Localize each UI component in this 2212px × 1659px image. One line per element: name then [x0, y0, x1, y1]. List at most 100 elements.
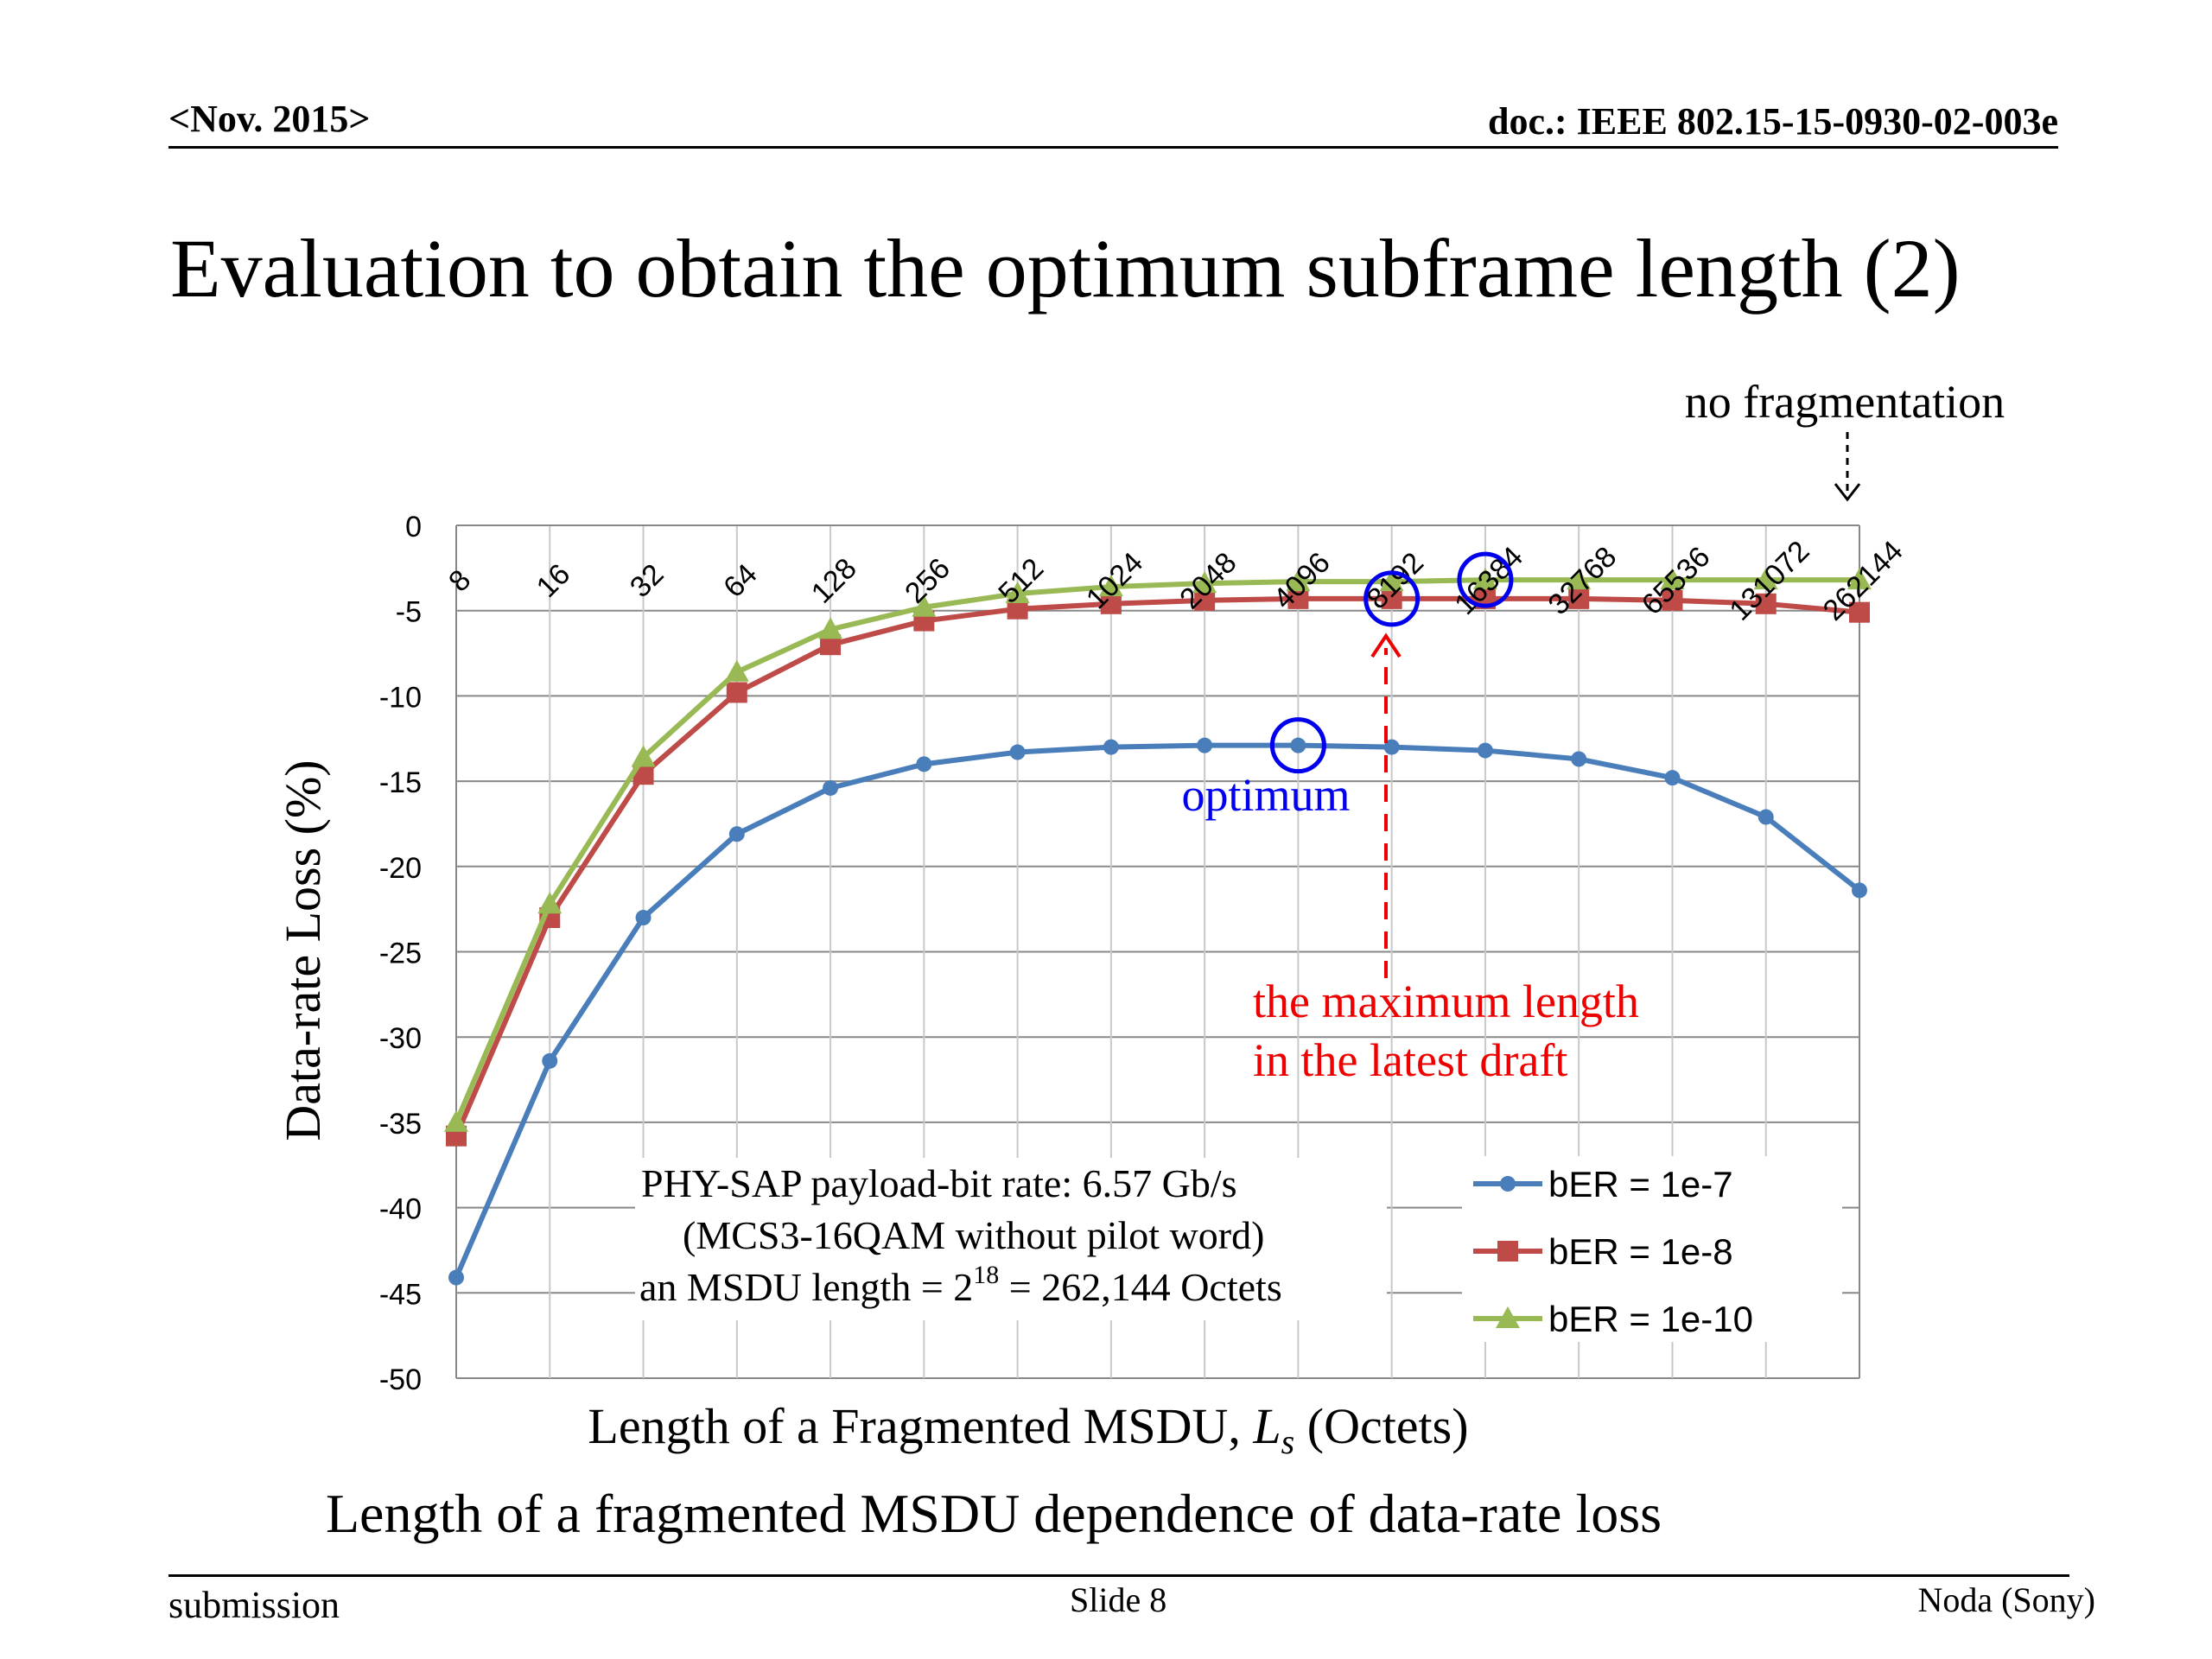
y-tick-label: -45 — [379, 1278, 422, 1311]
chart-series — [444, 568, 1872, 1286]
legend-swatch-marker — [1496, 1306, 1520, 1328]
data-point — [1664, 770, 1681, 786]
x-tick-label: 8 — [442, 563, 477, 598]
slide-title: Evaluation to obtain the optimum subfram… — [170, 222, 1961, 315]
legend-entry: bER = 1e-10 — [1473, 1299, 1753, 1339]
y-tick-label: 0 — [405, 511, 422, 543]
slide-caption: Length of a fragmented MSDU dependence o… — [325, 1483, 1662, 1544]
data-point — [1571, 751, 1587, 767]
y-tick-labels: 0 -5 -10 -15 -20 -25 -30 -35 -40 -45 -50 — [379, 511, 422, 1396]
x-tick-label: 16 — [531, 557, 577, 604]
data-point — [1379, 569, 1404, 592]
info-line-3-post: = 262,144 Octets — [999, 1265, 1281, 1309]
data-point — [1847, 568, 1872, 590]
x-tick-label: 512 — [992, 552, 1050, 610]
x-tick-label: 32 — [624, 557, 671, 604]
data-point — [1103, 739, 1119, 755]
y-axis-label: Data-rate Loss (%) — [275, 760, 331, 1141]
y-tick-label: -30 — [379, 1022, 422, 1055]
data-point — [818, 617, 843, 639]
y-tick-label: -35 — [379, 1108, 422, 1141]
data-point — [1472, 568, 1497, 590]
header-date: <Nov. 2015> — [168, 98, 371, 140]
highlight-circles — [1269, 551, 1514, 774]
data-point — [635, 910, 652, 926]
series-2 — [444, 568, 1872, 1132]
data-point — [1660, 568, 1685, 590]
y-tick-label: -10 — [379, 681, 422, 714]
x-tick-label: 256 — [899, 552, 957, 610]
data-point — [728, 826, 745, 842]
no-fragmentation-arrowhead — [1834, 483, 1861, 502]
data-point — [1568, 588, 1590, 609]
data-point — [1290, 737, 1306, 753]
data-point — [1753, 568, 1778, 590]
data-point — [1758, 809, 1774, 825]
data-point — [1005, 581, 1030, 603]
info-line-3-pre: an MSDU length = 2 — [639, 1265, 973, 1309]
data-point — [1192, 571, 1217, 594]
y-tick-label: -25 — [379, 938, 422, 970]
footer-submission: submission — [168, 1584, 340, 1626]
data-point — [1849, 601, 1870, 623]
x-tick-label: 128 — [805, 552, 863, 610]
data-point — [1194, 589, 1216, 611]
data-point — [1567, 568, 1592, 590]
info-line-3-exp: 18 — [973, 1261, 999, 1289]
data-point — [912, 594, 937, 617]
legend-label: bER = 1e-8 — [1548, 1231, 1733, 1272]
data-point — [1852, 882, 1867, 899]
series-0 — [448, 737, 1867, 1286]
series-line — [454, 595, 1860, 1137]
data-point — [1098, 575, 1123, 597]
data-point — [1197, 737, 1213, 753]
y-tick-label: -15 — [379, 766, 422, 799]
data-point — [448, 1269, 464, 1286]
x-tick-label: 64 — [717, 557, 764, 604]
data-point — [823, 779, 839, 796]
data-point — [444, 1109, 468, 1132]
info-line-1: PHY-SAP payload-bit rate: 6.57 Gb/s — [641, 1161, 1237, 1205]
data-point — [631, 745, 656, 767]
max-length-arrowhead — [1370, 632, 1402, 658]
data-point — [1477, 742, 1493, 759]
series-line — [454, 742, 1861, 1279]
highlight-circle — [1457, 551, 1514, 608]
y-tick-label: -5 — [396, 596, 422, 629]
data-point — [724, 659, 749, 682]
data-point — [916, 756, 932, 772]
data-point — [1381, 588, 1402, 609]
no-fragmentation-label: no fragmentation — [1685, 376, 2005, 428]
max-length-label-2: in the latest draft — [1253, 1034, 1567, 1086]
x-axis-label-main: Length of a Fragmented MSDU, — [588, 1398, 1253, 1454]
y-tick-label: -40 — [379, 1193, 422, 1226]
max-length-label-1: the maximum length — [1253, 976, 1639, 1027]
info-box — [635, 1158, 1387, 1320]
highlight-circle — [1363, 570, 1421, 627]
legend-entry: bER = 1e-7 — [1473, 1164, 1733, 1205]
chart-axes — [455, 524, 1860, 1378]
y-tick-label: -50 — [379, 1363, 422, 1396]
info-line-3: an MSDU length = 218 = 262,144 Octets — [639, 1261, 1282, 1309]
legend: bER = 1e-7 bER = 1e-8 bER = 1e-10 — [1473, 1164, 1753, 1339]
legend-label: bER = 1e-10 — [1548, 1299, 1753, 1339]
data-point — [1009, 744, 1026, 760]
legend-swatch-marker — [1497, 1241, 1518, 1262]
highlight-circle — [1269, 717, 1326, 774]
x-axis-label-unit: (Octets) — [1294, 1398, 1468, 1454]
footer-slide-number: Slide 8 — [1070, 1580, 1167, 1619]
data-point — [542, 1052, 558, 1069]
info-line-2: (MCS3-16QAM without pilot word) — [683, 1213, 1264, 1257]
data-point — [726, 682, 747, 703]
y-tick-label: -20 — [379, 852, 422, 885]
footer-rule — [168, 1574, 2069, 1577]
legend-swatch-marker — [1500, 1176, 1516, 1192]
data-point — [1286, 569, 1311, 592]
data-point — [1287, 588, 1309, 609]
data-point — [1662, 589, 1683, 611]
x-axis-label-sub: s — [1281, 1422, 1295, 1461]
x-axis-label: Length of a Fragmented MSDU, Ls (Octets) — [588, 1398, 1468, 1461]
legend-entry: bER = 1e-8 — [1473, 1231, 1733, 1272]
data-point — [1755, 593, 1777, 614]
